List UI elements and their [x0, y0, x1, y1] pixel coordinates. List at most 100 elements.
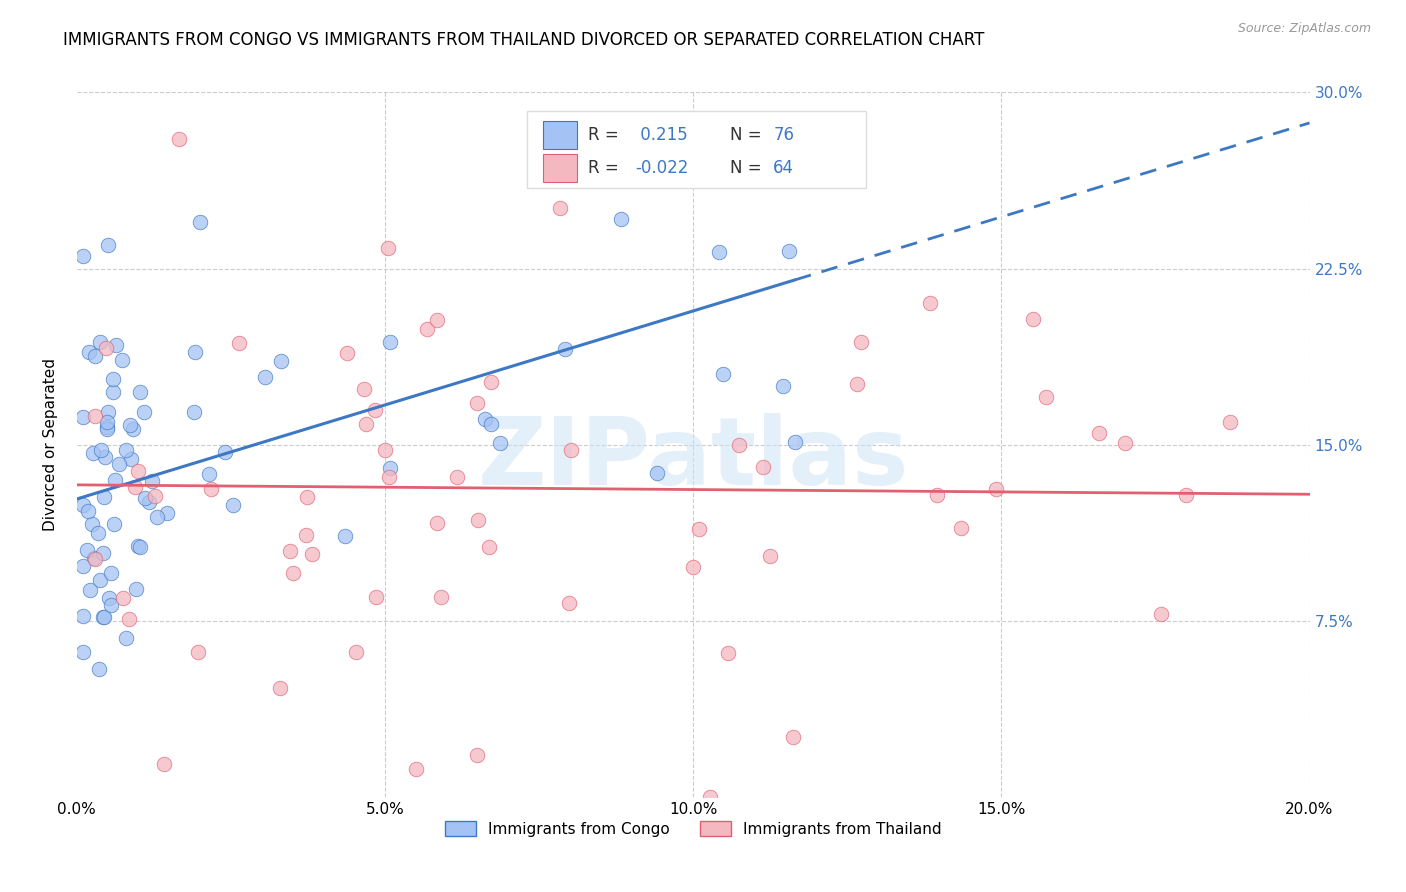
Point — [134, 491, 156, 505]
Text: N =: N = — [730, 126, 768, 144]
Bar — [543, 153, 578, 182]
Text: ZIPatlas: ZIPatlas — [478, 413, 908, 505]
Point — [488, 436, 510, 450]
Point — [72, 609, 94, 624]
Text: 64: 64 — [773, 159, 794, 177]
Point — [782, 731, 804, 745]
Point — [228, 336, 250, 351]
Point — [430, 590, 453, 604]
Point — [184, 344, 207, 359]
Point — [91, 610, 114, 624]
Point — [270, 353, 292, 368]
Point — [711, 368, 734, 382]
Point — [96, 421, 118, 435]
Point — [72, 559, 94, 574]
Point — [77, 345, 100, 359]
Point — [918, 296, 941, 310]
Point — [380, 335, 402, 350]
Point — [353, 383, 375, 397]
Y-axis label: Divorced or Separated: Divorced or Separated — [44, 359, 58, 532]
Point — [124, 481, 146, 495]
Text: Source: ZipAtlas.com: Source: ZipAtlas.com — [1237, 22, 1371, 36]
Point — [127, 539, 149, 553]
Point — [717, 646, 740, 660]
Point — [111, 353, 134, 368]
Point — [103, 372, 125, 386]
Point — [167, 132, 190, 146]
Point — [669, 161, 692, 175]
Point — [93, 490, 115, 504]
Point — [84, 349, 107, 363]
Point — [153, 756, 176, 771]
Text: R =: R = — [589, 126, 624, 144]
Point — [107, 457, 129, 471]
Point — [752, 460, 775, 475]
Point — [77, 503, 100, 517]
Point — [426, 313, 449, 327]
Point — [97, 591, 120, 606]
Point — [548, 201, 571, 215]
Point — [146, 509, 169, 524]
Point — [344, 645, 367, 659]
Point — [778, 244, 800, 259]
Point — [100, 566, 122, 581]
Point — [72, 499, 94, 513]
Point — [699, 790, 721, 805]
Point — [1114, 436, 1136, 450]
Point — [83, 550, 105, 565]
Point — [849, 335, 872, 350]
Point — [84, 409, 107, 423]
Point — [949, 520, 972, 534]
Point — [554, 342, 576, 356]
Point — [94, 341, 117, 355]
Point — [364, 402, 387, 417]
Point — [301, 547, 323, 561]
Text: IMMIGRANTS FROM CONGO VS IMMIGRANTS FROM THAILAND DIVORCED OR SEPARATED CORRELAT: IMMIGRANTS FROM CONGO VS IMMIGRANTS FROM… — [63, 31, 984, 49]
Text: 0.215: 0.215 — [636, 126, 688, 144]
Point — [283, 566, 305, 581]
Point — [374, 443, 396, 458]
Point — [925, 488, 948, 502]
Point — [269, 681, 291, 695]
Point — [82, 516, 104, 531]
Text: N =: N = — [730, 159, 768, 177]
Point — [97, 405, 120, 419]
Point — [91, 546, 114, 560]
Point — [89, 334, 111, 349]
Point — [187, 645, 209, 659]
Point — [467, 513, 489, 527]
Point — [97, 238, 120, 252]
Point — [1035, 390, 1057, 404]
Point — [772, 379, 794, 393]
Point — [198, 467, 221, 482]
FancyBboxPatch shape — [527, 112, 866, 187]
Point — [72, 249, 94, 263]
Point — [846, 376, 869, 391]
Bar — [543, 120, 578, 149]
Point — [72, 409, 94, 424]
Point — [647, 466, 669, 480]
Point — [783, 435, 806, 450]
Point — [1088, 426, 1111, 441]
Text: R =: R = — [589, 159, 624, 177]
Point — [127, 464, 149, 478]
Point — [467, 748, 489, 763]
Point — [474, 411, 496, 425]
Point — [138, 495, 160, 509]
Point — [1175, 488, 1198, 502]
Point — [183, 405, 205, 419]
Point — [1149, 607, 1171, 621]
Point — [143, 489, 166, 503]
Point — [364, 590, 387, 604]
Point — [986, 482, 1008, 496]
Point — [128, 540, 150, 554]
Point — [132, 405, 155, 419]
Point — [222, 499, 245, 513]
Point — [280, 543, 302, 558]
Point — [405, 762, 427, 776]
Point — [356, 417, 378, 431]
Point — [336, 346, 359, 360]
Point — [377, 241, 399, 255]
Point — [104, 474, 127, 488]
Point — [688, 523, 710, 537]
